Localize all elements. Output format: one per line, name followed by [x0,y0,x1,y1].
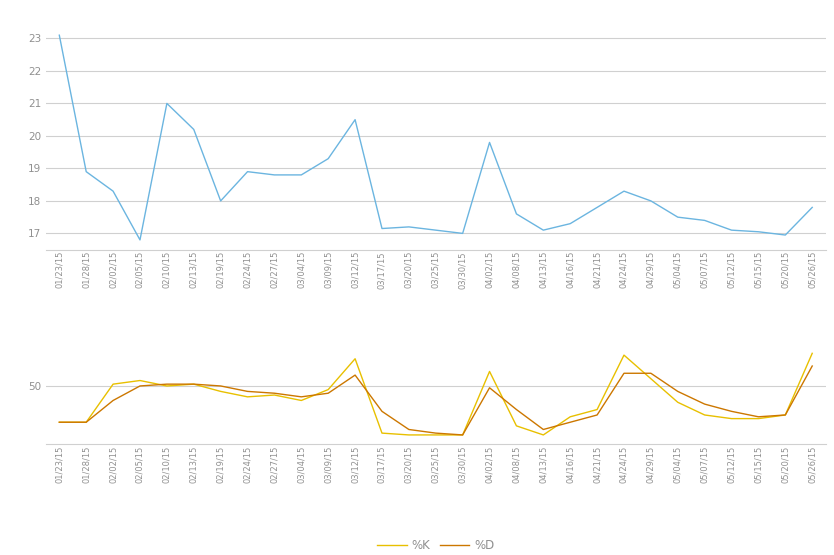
%K [135,377,145,384]
%K [511,422,521,429]
%K [216,388,226,395]
Legend: %K, %D: %K, %D [373,534,499,555]
%K [404,432,414,438]
%D [188,381,198,387]
%D [350,372,360,379]
%D [619,370,629,377]
%D [162,381,172,387]
%K [81,419,91,426]
%K [619,352,629,359]
%D [243,388,253,395]
%D [726,408,736,415]
%K [538,432,548,438]
%K [781,412,791,418]
%D [135,382,145,389]
%D [807,362,817,369]
%D [511,406,521,413]
%K [296,397,306,404]
%K [108,381,118,387]
%D [538,426,548,433]
%K [458,432,468,438]
%K [700,412,710,418]
%K [485,368,495,375]
%K [592,406,602,413]
%K [54,419,64,426]
%D [108,397,118,404]
%D [753,413,763,420]
%K [753,415,763,422]
%D [592,412,602,418]
%K [565,413,575,420]
%D [404,426,414,433]
%K [350,355,360,362]
%K [726,415,736,422]
%D [646,370,656,377]
%K [188,381,198,387]
%K [377,430,387,436]
%K [269,392,279,398]
%D [430,430,440,436]
%D [296,393,306,400]
%D [269,390,279,396]
%D [565,419,575,426]
%D [54,419,64,426]
Line: %K: %K [59,354,812,435]
%K [243,393,253,400]
%D [781,412,791,418]
%K [324,386,334,393]
Line: %D: %D [59,366,812,435]
%K [430,432,440,438]
%K [673,399,683,406]
%D [485,385,495,391]
%D [377,408,387,415]
%D [458,432,468,438]
%D [324,390,334,396]
%K [646,375,656,382]
%K [162,382,172,389]
%K [807,350,817,357]
%D [81,419,91,426]
%D [700,401,710,407]
%D [673,388,683,395]
%D [216,382,226,389]
